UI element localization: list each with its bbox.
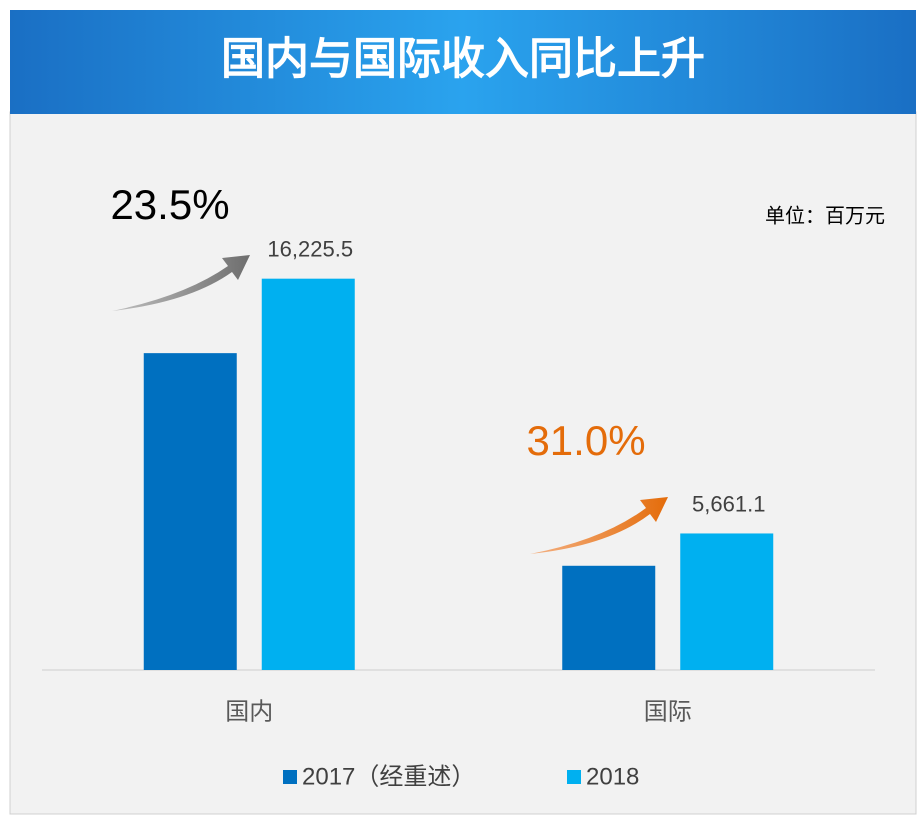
bar	[680, 533, 774, 670]
value-label: 16,225.5	[267, 236, 353, 261]
unit-label: 单位：百万元	[765, 205, 885, 228]
bar	[143, 353, 237, 670]
bar	[562, 565, 656, 670]
legend-label: 2017（经重述）	[302, 763, 475, 790]
x-tick-label: 国际	[644, 698, 692, 725]
growth-arrow	[112, 255, 250, 311]
chart-title: 国内与国际收入同比上升	[221, 35, 705, 84]
legend-label: 2018	[586, 763, 639, 790]
header-banner	[10, 10, 916, 114]
x-tick-label: 国内	[225, 698, 273, 725]
value-label: 5,661.1	[692, 491, 765, 516]
legend-swatch	[283, 770, 297, 784]
growth-arrow	[530, 497, 668, 554]
growth-annotation: 31.0%	[526, 417, 645, 464]
legend-swatch	[567, 770, 581, 784]
growth-annotation: 23.5%	[110, 181, 229, 228]
bar	[261, 278, 355, 670]
